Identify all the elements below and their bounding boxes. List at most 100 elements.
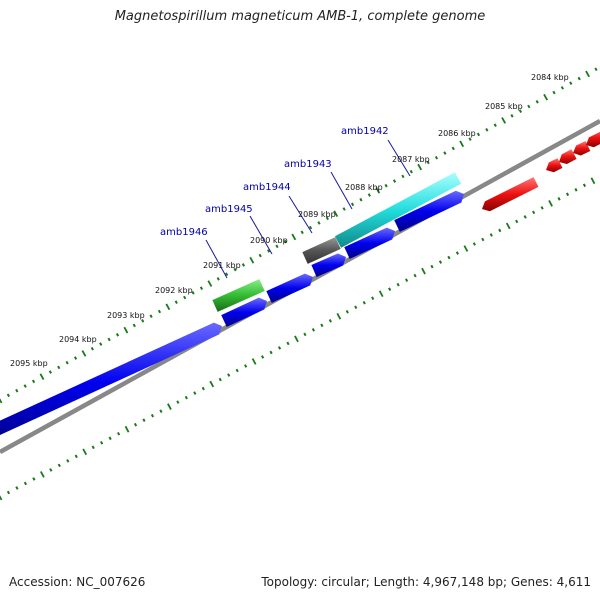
- outer-tick-mark: [493, 123, 497, 127]
- inner-tick-mark: [328, 319, 332, 323]
- outer-tick-mark: [6, 393, 10, 398]
- inner-tick-mark: [91, 445, 95, 450]
- tick-label: 2085 kbp: [485, 102, 523, 111]
- outer-tick-mark: [401, 174, 405, 179]
- gene-arrow-blue[interactable]: [0, 322, 222, 443]
- inner-tick-mark: [430, 264, 434, 269]
- inner-tick-mark: [176, 400, 180, 404]
- inner-tick-mark: [261, 355, 265, 359]
- outer-tick-mark: [308, 225, 313, 230]
- inner-tick-mark: [311, 328, 315, 332]
- outer-tick-mark: [443, 151, 447, 155]
- inner-tick-mark: [74, 454, 78, 459]
- outer-tick-mark: [560, 86, 564, 90]
- gene-arrow-amb1943[interactable]: [302, 237, 341, 264]
- inner-tick-mark: [6, 490, 11, 495]
- outer-tick-mark: [275, 244, 279, 249]
- outer-tick-mark: [149, 314, 153, 318]
- outer-tick-mark: [350, 202, 355, 207]
- outer-tick-mark: [249, 256, 255, 264]
- outer-tick-mark: [141, 319, 145, 323]
- outer-tick-mark: [375, 187, 381, 194]
- gene-arrow-blue[interactable]: [311, 253, 346, 277]
- outer-tick-mark: [527, 104, 531, 109]
- gene-arrow-red[interactable]: [586, 128, 600, 148]
- outer-tick-mark: [0, 398, 3, 404]
- gene-arrow-red[interactable]: [546, 158, 563, 173]
- inner-tick-mark: [405, 278, 409, 282]
- inner-tick-mark: [565, 192, 570, 197]
- inner-tick-mark: [201, 386, 205, 391]
- gene-arrow-amb1942[interactable]: [334, 172, 462, 248]
- outer-tick-mark: [417, 163, 423, 171]
- genome-summary-text: Topology: circular; Length: 4,967,148 bp…: [261, 575, 591, 589]
- outer-tick-mark: [392, 179, 397, 183]
- outer-tick-mark: [191, 291, 195, 295]
- gene-arrow-blue[interactable]: [344, 227, 395, 259]
- inner-tick-mark: [354, 305, 358, 310]
- inner-tick-mark: [489, 233, 493, 237]
- tick-label: 2092 kbp: [155, 286, 193, 295]
- gene-label-amb1945[interactable]: amb1945: [205, 204, 253, 215]
- tick-label: 2095 kbp: [10, 359, 48, 368]
- outer-tick-mark: [468, 137, 472, 141]
- gene-arrow-blue[interactable]: [221, 297, 267, 327]
- gene-label-amb1946[interactable]: amb1946: [160, 227, 208, 238]
- outer-tick-mark: [65, 360, 69, 365]
- inner-tick-mark: [124, 425, 130, 433]
- outer-tick-mark: [90, 346, 94, 351]
- outer-tick-mark: [31, 379, 36, 384]
- tick-label: 2086 kbp: [438, 129, 476, 138]
- inner-tick-mark: [40, 471, 45, 478]
- outer-tick-mark: [317, 221, 321, 225]
- inner-tick-mark: [117, 431, 121, 436]
- gene-arrow-blue[interactable]: [394, 190, 464, 232]
- inner-tick-mark: [159, 409, 163, 413]
- gene-label-amb1943[interactable]: amb1943: [284, 159, 332, 170]
- gene-arrow-amb1946[interactable]: [212, 279, 265, 312]
- gene-label-amb1944[interactable]: amb1944: [243, 182, 291, 193]
- outer-tick-mark: [48, 370, 52, 374]
- outer-tick-mark: [81, 350, 87, 357]
- inner-tick-mark: [269, 350, 273, 355]
- gene-arrow-blue[interactable]: [266, 273, 313, 303]
- tick-label: 2089 kbp: [298, 210, 336, 219]
- outer-tick-track: [0, 67, 598, 404]
- outer-tick-mark: [57, 365, 61, 370]
- inner-tick-mark: [590, 177, 596, 185]
- inner-tick-mark: [472, 242, 476, 246]
- outer-tick-mark: [157, 309, 162, 314]
- tick-label: 2094 kbp: [59, 335, 97, 344]
- inner-tick-mark: [235, 368, 239, 373]
- gene-arrow-red[interactable]: [482, 177, 539, 212]
- inner-tick-mark: [66, 459, 70, 463]
- gene-label-amb1942[interactable]: amb1942: [341, 126, 389, 137]
- outer-tick-mark: [535, 100, 539, 104]
- tick-label: 2091 kbp: [203, 261, 241, 270]
- inner-tick-mark: [574, 188, 578, 192]
- inner-tick-mark: [193, 391, 197, 395]
- inner-tick-mark: [362, 300, 366, 305]
- outer-tick-mark: [510, 114, 514, 118]
- outer-tick-mark: [543, 93, 548, 101]
- inner-tick-mark: [209, 380, 215, 388]
- inner-tick-mark: [532, 210, 536, 215]
- outer-tick-mark: [165, 303, 171, 311]
- outer-tick-mark: [552, 90, 556, 95]
- outer-tick-mark: [585, 70, 590, 78]
- inner-tick-mark: [15, 486, 19, 490]
- gene-arrow-red[interactable]: [559, 149, 577, 165]
- inner-tick-mark: [277, 346, 282, 350]
- outer-tick-mark: [384, 183, 388, 188]
- outer-tick-mark: [367, 193, 371, 197]
- inner-tick-mark: [523, 215, 527, 219]
- inner-tick-mark: [133, 422, 138, 427]
- outer-tick-mark: [434, 155, 439, 160]
- outer-tick-mark: [569, 81, 573, 86]
- outer-tick-mark: [115, 332, 120, 337]
- gene-arrow-red[interactable]: [573, 141, 591, 156]
- outer-tick-mark: [426, 160, 430, 165]
- inner-tick-mark: [557, 197, 561, 201]
- outer-tick-mark: [174, 300, 178, 304]
